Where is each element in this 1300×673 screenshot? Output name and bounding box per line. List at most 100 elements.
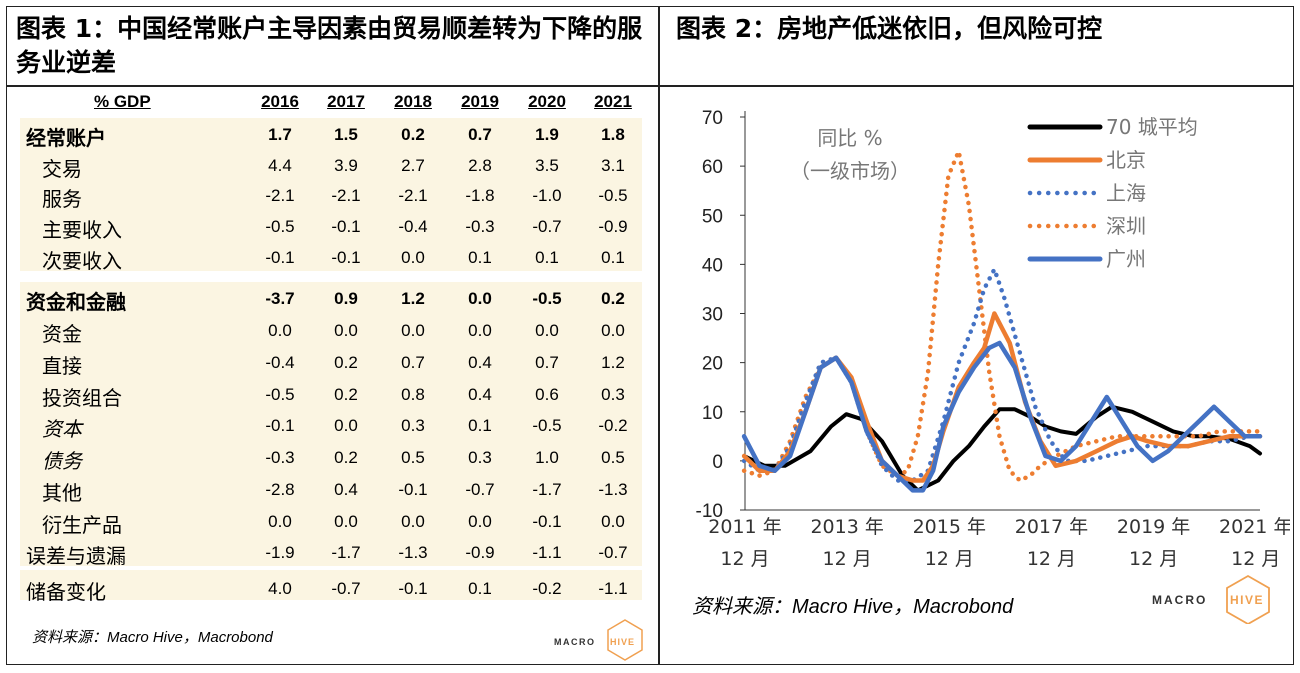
table-cell: -0.1: [331, 248, 361, 267]
table-cell: 0.0: [401, 512, 425, 531]
legend-label: 深圳: [1106, 214, 1146, 238]
table-cell: 0.0: [601, 512, 625, 531]
table-cell: 3.1: [601, 156, 625, 175]
table-row: 储备变化 4.0 -0.7 -0.1 0.1 -0.2 -1.1: [20, 574, 642, 605]
table-row: 资金和金融 -3.7 0.9 1.2 0.0 -0.5 0.2: [20, 284, 642, 315]
macrohive-logo-left: MACRO HIVE: [554, 619, 643, 661]
y-tick-label: 20: [702, 354, 723, 375]
table-cell: -2.1: [331, 186, 361, 205]
table-cell: 0.0: [535, 321, 559, 340]
table-cell: -0.1: [265, 248, 295, 267]
table-row: 次要收入 -0.1 -0.1 0.0 0.1 0.1 0.1: [20, 243, 642, 274]
table-header-year: 2019: [461, 92, 499, 111]
table-header-year: 2020: [528, 92, 566, 111]
series-line-3: [741, 267, 1263, 483]
table-cell: -0.4: [398, 217, 428, 236]
logo-text-hive: HIVE: [1230, 593, 1264, 607]
x-tick-label-year: 2011 年: [708, 516, 781, 538]
table-cell: 0.0: [268, 321, 292, 340]
table-row: 投资组合 -0.5 0.2 0.8 0.4 0.6 0.3: [20, 380, 642, 411]
table-cell: -1.8: [465, 186, 495, 205]
table-cell: -1.1: [598, 579, 628, 598]
table-cell: -3.7: [265, 289, 295, 308]
row-label: 次要收入: [42, 249, 122, 273]
table-cell: 2.7: [401, 156, 425, 175]
table-cell: 0.1: [535, 248, 559, 267]
figure1-source: 资料来源：Macro Hive，Macrobond: [32, 629, 273, 646]
table-cell: -0.4: [265, 353, 295, 372]
table-row: 误差与遗漏 -1.9 -1.7 -1.3 -0.9 -1.1 -0.7: [20, 538, 642, 569]
table-cell: -1.1: [532, 543, 562, 562]
table-cell: 2.8: [468, 156, 492, 175]
table-cell: 0.0: [334, 512, 358, 531]
hexagon-icon: [607, 619, 643, 661]
row-label: 投资组合: [42, 386, 122, 410]
table-cell: 0.2: [334, 385, 358, 404]
row-label: 误差与遗漏: [26, 544, 126, 568]
row-label: 资本: [42, 417, 82, 441]
series-line-2: [741, 311, 1263, 483]
panel-divider: [658, 6, 660, 665]
y-tick-label: 30: [702, 305, 723, 326]
table-cell: -0.1: [398, 480, 428, 499]
table-cell: -0.1: [265, 416, 295, 435]
table-band: [242, 282, 642, 566]
x-tick-label-year: 2019 年: [1117, 516, 1190, 538]
housing-price-chart: -10 0 10 20 30 40 50 60 70 2011 年 12 月 2013 年 12 月 20…: [696, 108, 1290, 570]
table-cell: 1.8: [601, 125, 625, 144]
figure2-source: 资料来源：Macro Hive，Macrobond: [692, 596, 1014, 618]
table-cell: 4.0: [268, 579, 292, 598]
table-cell: -0.7: [532, 217, 562, 236]
x-tick-label-month: 12 月: [925, 548, 974, 570]
table-cell: 0.3: [401, 416, 425, 435]
table-cell: 0.6: [535, 385, 559, 404]
table-cell: 1.9: [535, 125, 559, 144]
row-label: 交易: [42, 157, 82, 181]
table-row: 交易 4.4 3.9 2.7 2.8 3.5 3.1: [20, 151, 642, 182]
table-header-year: 2016: [261, 92, 299, 111]
table-header-label: % GDP: [94, 92, 151, 111]
table-cell: 0.4: [468, 385, 492, 404]
table-cell: 0.1: [468, 416, 492, 435]
y-tick-label: 60: [702, 157, 723, 178]
table-cell: -2.1: [265, 186, 295, 205]
row-label: 直接: [42, 354, 82, 378]
table-cell: 0.0: [334, 416, 358, 435]
row-label: 其他: [42, 481, 82, 505]
table-cell: -0.7: [465, 480, 495, 499]
series-line-4: [741, 149, 1263, 483]
table-cell: 0.3: [468, 448, 492, 467]
table-cell: 0.7: [535, 353, 559, 372]
legend-label: 北京: [1106, 148, 1146, 172]
table-cell: -0.5: [265, 385, 295, 404]
table-cell: 0.0: [601, 321, 625, 340]
x-tick-label-year: 2017 年: [1015, 516, 1088, 538]
hexagon-icon: [1226, 574, 1270, 624]
x-tick-label-month: 12 月: [1129, 548, 1178, 570]
table-cell: 0.4: [334, 480, 358, 499]
table-cell: 0.5: [401, 448, 425, 467]
row-label: 衍生产品: [42, 513, 122, 537]
table-cell: 1.5: [334, 125, 358, 144]
table-row: 服务 -2.1 -2.1 -2.1 -1.8 -1.0 -0.5: [20, 181, 642, 212]
table-cell: -0.5: [532, 289, 562, 308]
table-cell: 0.8: [401, 385, 425, 404]
table-cell: -0.5: [265, 217, 295, 236]
table-row: 主要收入 -0.5 -0.1 -0.4 -0.3 -0.7 -0.9: [20, 212, 642, 243]
table-cell: 0.0: [468, 289, 492, 308]
table-cell: -2.1: [398, 186, 428, 205]
table-cell: 0.0: [401, 248, 425, 267]
table-cell: 0.4: [468, 353, 492, 372]
row-label: 债务: [42, 449, 82, 473]
title-divider: [6, 85, 1294, 87]
table-cell: -0.2: [532, 579, 562, 598]
table-row: 资金 0.0 0.0 0.0 0.0 0.0 0.0: [20, 316, 642, 347]
row-label: 经常账户: [26, 126, 106, 150]
table-cell: 0.3: [601, 385, 625, 404]
table-band: [20, 118, 242, 271]
figure-frame: [6, 6, 1294, 665]
figure1-title: 图表 1：中国经常账户主导因素由贸易顺差转为下降的服务业逆差: [16, 14, 643, 77]
table-cell: 0.0: [401, 321, 425, 340]
table-cell: -0.5: [598, 186, 628, 205]
logo-text-macro: MACRO: [554, 637, 596, 647]
